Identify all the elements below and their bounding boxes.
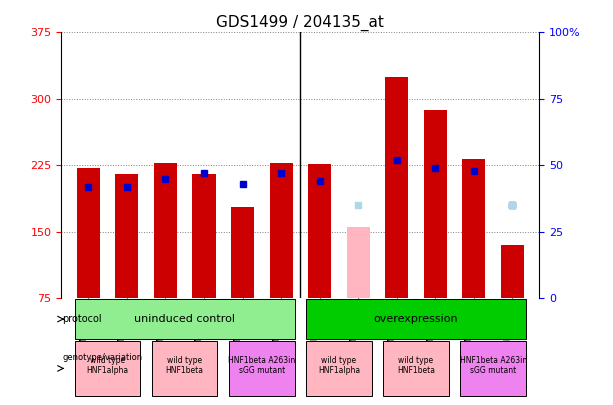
Text: wild type
HNF1beta: wild type HNF1beta <box>397 356 435 375</box>
Text: protocol: protocol <box>62 314 102 324</box>
Title: GDS1499 / 204135_at: GDS1499 / 204135_at <box>216 15 384 31</box>
Bar <box>115 174 139 298</box>
Bar <box>77 168 100 298</box>
FancyBboxPatch shape <box>306 341 371 396</box>
Text: wild type
HNF1beta: wild type HNF1beta <box>166 356 204 375</box>
FancyBboxPatch shape <box>460 341 526 396</box>
FancyBboxPatch shape <box>383 341 449 396</box>
Text: overexpression: overexpression <box>374 314 459 324</box>
Bar <box>308 164 331 298</box>
FancyBboxPatch shape <box>229 341 295 396</box>
Text: wild type
HNF1alpha: wild type HNF1alpha <box>86 356 129 375</box>
Bar <box>154 163 177 298</box>
Bar <box>501 245 524 298</box>
Bar <box>231 207 254 298</box>
FancyBboxPatch shape <box>75 341 140 396</box>
Text: wild type
HNF1alpha: wild type HNF1alpha <box>318 356 360 375</box>
Bar <box>462 159 485 298</box>
Bar <box>424 110 447 298</box>
FancyBboxPatch shape <box>306 299 526 339</box>
Text: genotype/variation: genotype/variation <box>62 352 142 362</box>
Text: uninduced control: uninduced control <box>134 314 235 324</box>
Text: HNF1beta A263in
sGG mutant: HNF1beta A263in sGG mutant <box>460 356 527 375</box>
FancyBboxPatch shape <box>152 341 218 396</box>
Bar <box>346 227 370 298</box>
FancyBboxPatch shape <box>75 299 295 339</box>
Bar <box>192 174 216 298</box>
Bar <box>270 163 292 298</box>
Bar <box>385 77 408 298</box>
Text: HNF1beta A263in
sGG mutant: HNF1beta A263in sGG mutant <box>228 356 295 375</box>
